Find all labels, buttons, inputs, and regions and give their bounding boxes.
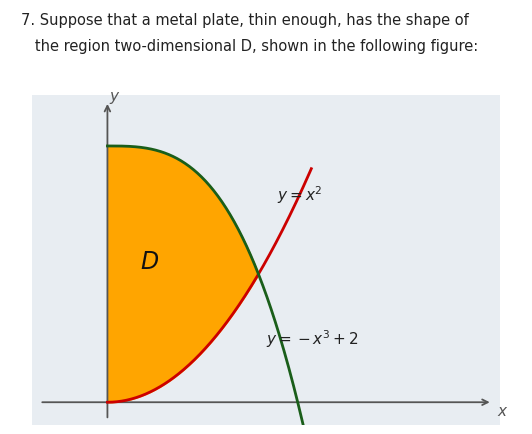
Text: $y$: $y$ (109, 90, 121, 106)
Text: $y = -x^3 + 2$: $y = -x^3 + 2$ (266, 328, 359, 349)
Text: $D$: $D$ (140, 250, 159, 273)
Text: $y = x^2$: $y = x^2$ (277, 184, 322, 206)
Text: $x$: $x$ (497, 404, 509, 418)
Text: 7. Suppose that a metal plate, thin enough, has the shape of: 7. Suppose that a metal plate, thin enou… (21, 13, 469, 28)
Text: the region two-dimensional D, shown in the following figure:: the region two-dimensional D, shown in t… (21, 39, 478, 54)
